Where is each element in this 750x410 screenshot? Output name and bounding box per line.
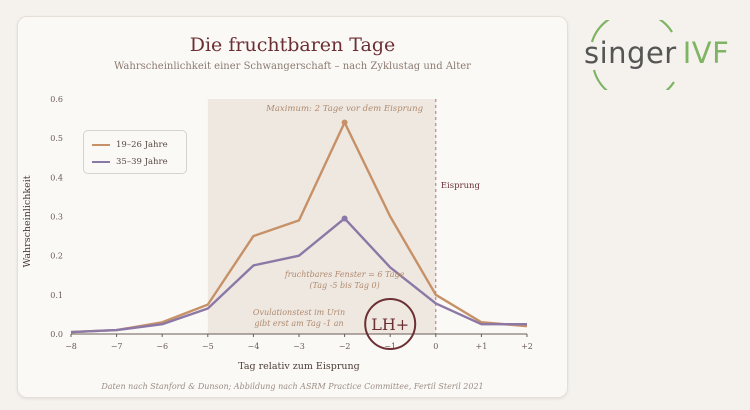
y-tick-label: 0.5 [50, 134, 63, 143]
y-tick-label: 0.1 [50, 291, 63, 300]
ovulation-test-line1: Ovulationstest im Urin [253, 308, 345, 317]
chart-subtitle: Wahrscheinlichkeit einer Schwangerschaft… [114, 61, 471, 72]
window-annotation-line2: (Tag -5 bis Tag 0) [309, 281, 379, 290]
eisprung-label: Eisprung [441, 181, 481, 191]
singer-ivf-logo: singer IVF [580, 20, 740, 90]
series-line-1 [70, 217, 527, 334]
x-tick-label: −1 [384, 342, 396, 351]
logo-ivf: IVF [682, 36, 730, 70]
x-tick-label: −3 [293, 342, 305, 351]
x-tick-label: −6 [156, 342, 168, 351]
y-axis-label: Wahrscheinlichkeit [22, 175, 33, 267]
series-peak-point-0 [341, 119, 348, 126]
series-line-0 [70, 121, 528, 334]
maximum-annotation: Maximum: 2 Tage vor dem Eisprung [265, 104, 423, 114]
y-tick-label: 0.3 [50, 213, 63, 222]
x-tick-label: −8 [65, 342, 77, 351]
fertile-window-shade [207, 99, 436, 334]
x-tick-label: −5 [202, 342, 214, 351]
x-tick-label: −7 [111, 342, 123, 351]
ovulation-test-line2: gibt erst am Tag -1 an [254, 319, 343, 328]
y-tick-label: 0.2 [50, 252, 63, 261]
x-tick-label: 0 [433, 342, 438, 351]
chart-legend: 19–26 Jahre 35–39 Jahre [83, 130, 187, 174]
logo-text: singer IVF [584, 36, 729, 70]
y-tick-label: 0.4 [50, 173, 63, 182]
legend-item-older: 35–39 Jahre [92, 155, 168, 169]
chart-source: Daten nach Stanford & Dunson; Abbildung … [101, 382, 484, 391]
legend-label-young: 19–26 Jahre [116, 140, 168, 150]
y-tick-label: 0.6 [50, 95, 63, 104]
x-tick-label: +2 [521, 342, 533, 351]
x-axis-label: Tag relativ zum Eisprung [238, 361, 359, 372]
logo-singer: singer [584, 36, 677, 70]
window-annotation-line1: fruchtbares Fenster = 6 Tage [284, 270, 405, 279]
legend-item-young: 19–26 Jahre [92, 138, 168, 152]
chart-title: Die fruchtbaren Tage [189, 34, 396, 56]
lh-badge-circle [364, 298, 417, 350]
series-peak-point-1 [341, 215, 348, 222]
legend-swatch-young [92, 144, 110, 146]
legend-swatch-older [92, 161, 110, 163]
y-tick-label: 0.0 [50, 330, 63, 339]
legend-label-older: 35–39 Jahre [116, 157, 168, 167]
logo-arc-icon [590, 20, 675, 90]
x-tick-label: −4 [248, 342, 260, 351]
lh-badge-label: LH+ [371, 315, 409, 334]
x-tick-label: +1 [476, 342, 488, 351]
x-tick-label: −2 [339, 342, 351, 351]
